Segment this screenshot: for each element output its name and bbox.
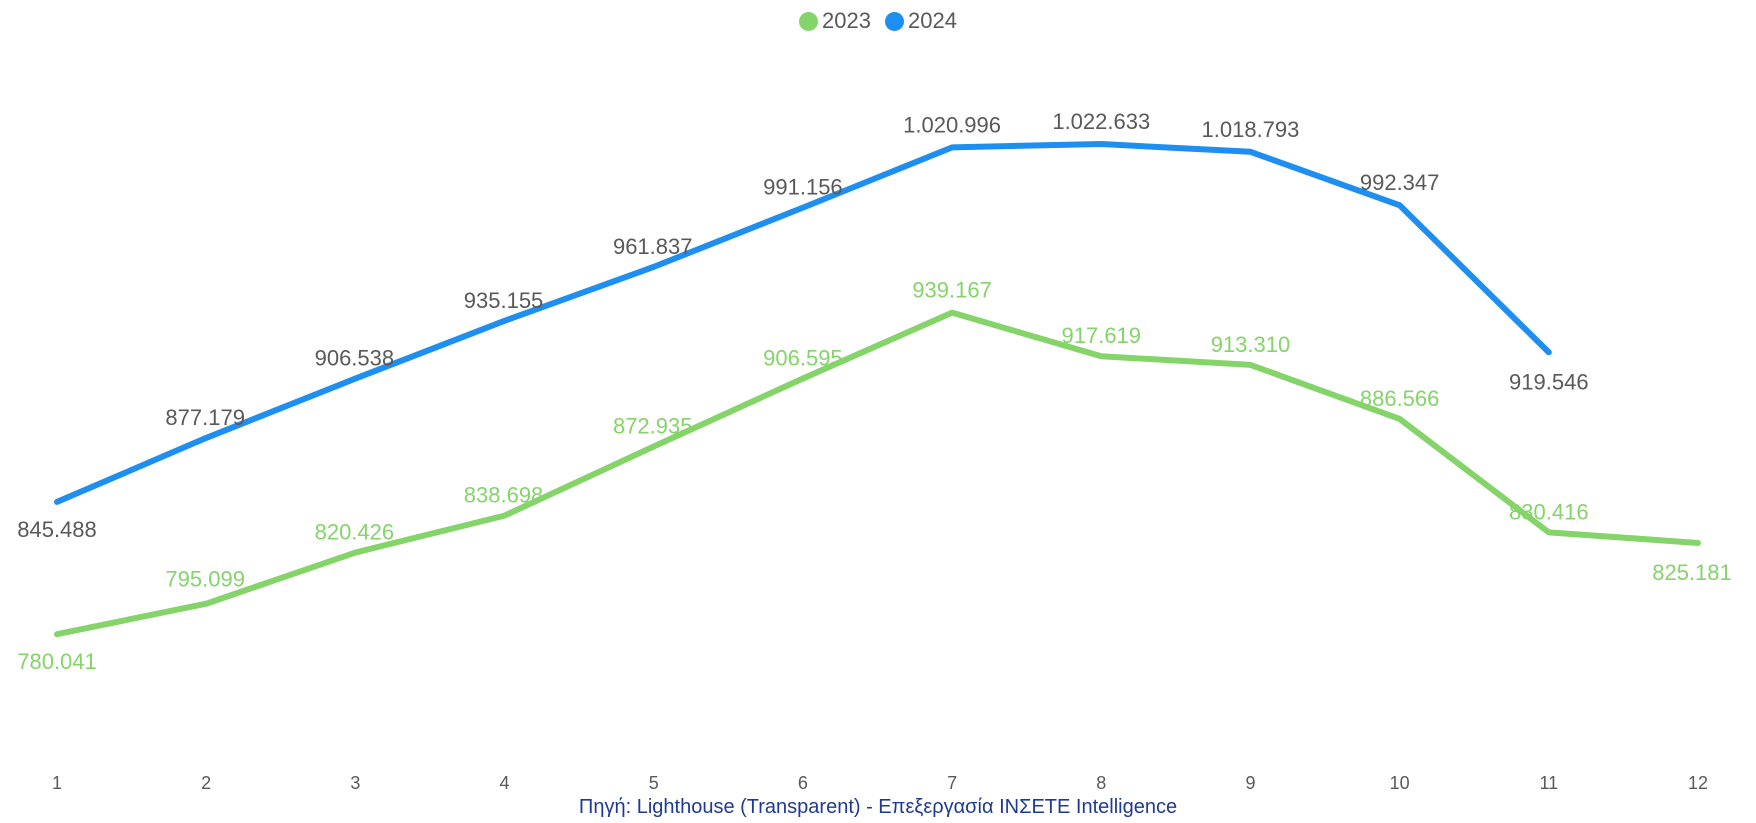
legend-label-2023: 2023 xyxy=(822,8,871,33)
data-label-2024: 845.488 xyxy=(17,517,97,542)
data-label-2024: 992.347 xyxy=(1360,170,1440,195)
x-tick-label: 3 xyxy=(350,773,360,793)
data-label-2023: 795.099 xyxy=(165,567,245,592)
data-label-2024: 1.022.633 xyxy=(1052,109,1150,134)
data-label-2023: 825.181 xyxy=(1652,560,1732,585)
x-tick-label: 5 xyxy=(649,773,659,793)
data-label-2023: 838.698 xyxy=(464,483,544,508)
x-tick-label: 11 xyxy=(1539,773,1558,793)
x-tick-label: 10 xyxy=(1390,773,1410,793)
data-label-2023: 917.619 xyxy=(1062,323,1142,348)
x-tick-label: 4 xyxy=(500,773,510,793)
legend-item-2023[interactable]: 2023 xyxy=(799,8,871,34)
data-label-2023: 906.595 xyxy=(763,345,843,370)
data-label-2024: 877.179 xyxy=(165,405,245,430)
data-label-2023: 939.167 xyxy=(912,278,992,303)
data-label-2024: 961.837 xyxy=(613,234,693,259)
legend-marker-2024 xyxy=(885,11,904,31)
x-tick-label: 6 xyxy=(798,773,808,793)
data-label-2024: 919.546 xyxy=(1509,369,1589,394)
x-tick-label: 1 xyxy=(52,773,62,793)
data-label-2024: 935.155 xyxy=(464,288,544,313)
source-note: Πηγή: Lighthouse (Transparent) - Επεξεργ… xyxy=(578,796,1178,818)
data-label-2023: 886.566 xyxy=(1360,386,1440,411)
x-tick-label: 2 xyxy=(201,773,211,793)
x-tick-label: 8 xyxy=(1096,773,1106,793)
x-tick-label: 12 xyxy=(1688,773,1708,793)
chart-legend: 2023 2024 xyxy=(0,8,1756,34)
data-label-2024: 1.020.996 xyxy=(903,112,1001,137)
legend-item-2024[interactable]: 2024 xyxy=(885,8,957,34)
legend-label-2024: 2024 xyxy=(908,8,957,33)
data-label-2024: 1.018.793 xyxy=(1202,117,1300,142)
data-label-2023: 780.041 xyxy=(17,649,97,674)
x-tick-label: 7 xyxy=(947,773,957,793)
data-label-2024: 991.156 xyxy=(763,175,843,200)
data-label-2023: 872.935 xyxy=(613,413,693,438)
series-line-2023 xyxy=(54,309,1701,638)
series-line-2024 xyxy=(54,141,1552,505)
data-label-2023: 830.416 xyxy=(1509,499,1589,524)
data-label-2024: 906.538 xyxy=(315,346,395,371)
data-label-2023: 820.426 xyxy=(315,520,395,545)
x-tick-label: 9 xyxy=(1245,773,1255,793)
data-label-2023: 913.310 xyxy=(1211,332,1291,357)
legend-marker-2023 xyxy=(799,11,819,31)
